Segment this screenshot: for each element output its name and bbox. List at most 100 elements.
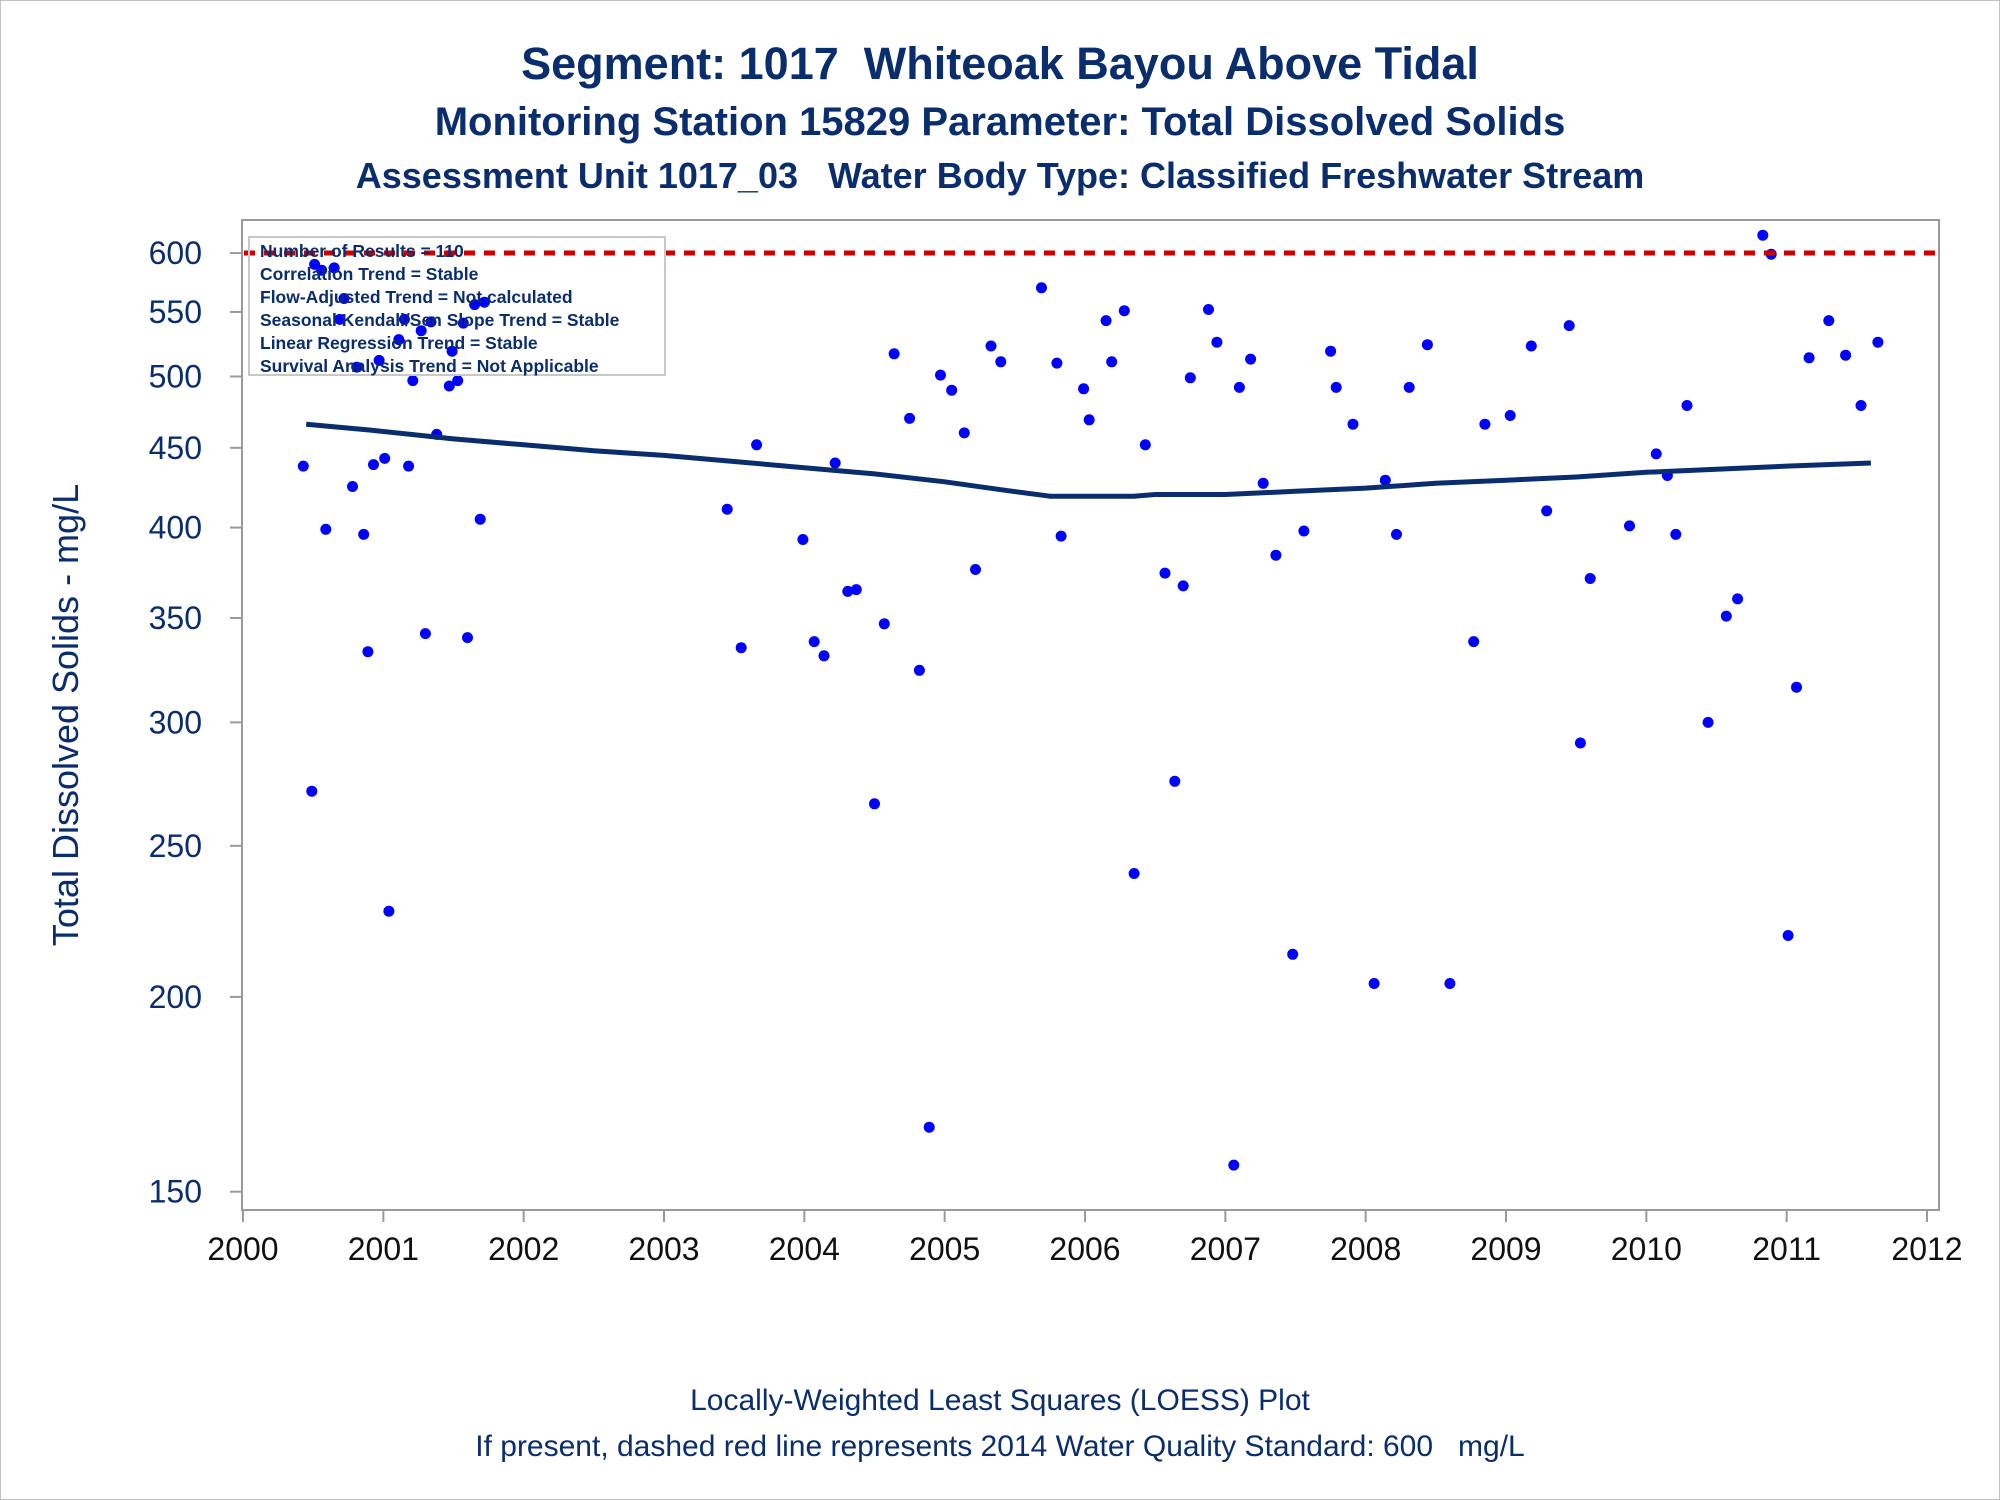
data-point	[1169, 775, 1181, 787]
x-tick-label: 2003	[628, 1231, 699, 1267]
data-point	[462, 632, 473, 644]
data-point	[1245, 353, 1257, 365]
data-point	[1100, 315, 1112, 327]
data-point	[1177, 580, 1189, 592]
data-point	[415, 325, 427, 337]
stat-number-of-results: Number of Results = 110	[260, 241, 464, 261]
data-point	[1203, 304, 1214, 315]
data-point	[946, 384, 958, 396]
x-tick-label: 2005	[909, 1231, 980, 1267]
data-point	[1391, 528, 1402, 540]
data-point	[1624, 520, 1635, 532]
data-point	[1403, 381, 1415, 393]
data-point	[1702, 716, 1714, 728]
x-tick-label: 2011	[1752, 1231, 1821, 1267]
data-point	[1118, 305, 1130, 317]
data-point	[383, 905, 395, 917]
y-tick-label: 350	[149, 600, 202, 636]
data-point	[347, 481, 358, 492]
data-point	[443, 380, 455, 392]
data-point	[334, 313, 346, 325]
data-point	[1504, 410, 1516, 421]
data-point	[1732, 593, 1744, 605]
y-tick-label: 450	[149, 430, 202, 466]
x-tick-label: 2004	[769, 1231, 840, 1267]
x-tick-label: 2008	[1330, 1231, 1401, 1267]
data-point	[1036, 282, 1047, 294]
data-point	[419, 628, 431, 640]
x-tick-label: 2006	[1049, 1231, 1120, 1267]
y-axis-label: Total Dissolved Solids - mg/L	[45, 484, 86, 946]
footnote-standard: If present, dashed red line represents 2…	[475, 1430, 1525, 1463]
data-point	[379, 452, 391, 464]
x-tick-label: 2000	[207, 1231, 278, 1267]
data-point	[808, 636, 820, 648]
x-tick-label: 2002	[488, 1231, 559, 1267]
footnote-loess: Locally-Weighted Least Squares (LOESS) P…	[690, 1384, 1310, 1417]
data-point	[1184, 372, 1196, 384]
data-point	[1270, 549, 1282, 561]
data-point	[1541, 505, 1553, 517]
data-point	[888, 348, 900, 360]
data-point	[1563, 320, 1575, 332]
data-point	[1128, 868, 1140, 879]
chart-subtitle-assessment: Assessment Unit 1017_03 Water Body Type:…	[355, 155, 1645, 196]
data-point	[1287, 948, 1299, 960]
data-point	[1379, 474, 1391, 486]
data-point	[1840, 349, 1852, 361]
data-point	[985, 340, 997, 352]
data-point	[306, 785, 318, 797]
data-point	[338, 293, 350, 304]
data-point	[904, 412, 916, 424]
data-point	[970, 564, 981, 575]
trend-statistics-box: Number of Results = 110 Correlation Tren…	[248, 236, 666, 376]
data-point	[1574, 737, 1586, 749]
data-point	[913, 664, 925, 676]
data-point	[393, 334, 405, 346]
data-point	[842, 585, 854, 597]
data-point	[1525, 340, 1537, 352]
data-point	[1650, 448, 1662, 460]
data-point	[373, 354, 385, 366]
stat-survival-analysis-trend: Survival Analysis Trend = Not Applicable	[260, 356, 599, 376]
data-point	[1368, 978, 1380, 989]
data-point	[1055, 530, 1067, 542]
data-point	[869, 798, 880, 810]
data-point	[1078, 383, 1090, 395]
data-point	[1298, 525, 1310, 537]
data-point	[850, 584, 862, 596]
data-point	[1791, 681, 1802, 693]
data-point	[328, 262, 340, 274]
data-point	[478, 296, 490, 308]
stat-correlation-trend: Correlation Trend = Stable	[260, 264, 479, 284]
data-point	[1228, 1159, 1240, 1171]
data-point	[316, 264, 328, 276]
data-point	[1159, 567, 1171, 579]
data-point	[1855, 400, 1867, 411]
data-point	[1757, 229, 1769, 241]
data-point	[1347, 418, 1359, 430]
data-point	[446, 345, 458, 357]
chart-title: Segment: 1017 Whiteoak Bayou Above Tidal	[521, 38, 1479, 89]
x-tick-label: 2001	[348, 1231, 419, 1267]
data-point	[1257, 477, 1269, 489]
data-point	[362, 646, 374, 658]
data-point	[1139, 439, 1151, 451]
data-point	[1106, 356, 1118, 368]
x-tick-label: 2007	[1190, 1231, 1261, 1267]
data-point	[1584, 573, 1596, 584]
data-point	[351, 361, 363, 373]
data-point	[1330, 381, 1342, 393]
plot-border	[241, 219, 1940, 1211]
stat-flow-adjusted-trend: Flow-Adjusted Trend = Not calculated	[260, 287, 573, 307]
data-point	[358, 528, 370, 540]
chart-subtitle-station: Monitoring Station 15829 Parameter: Tota…	[434, 100, 1566, 144]
y-tick-label: 600	[149, 235, 202, 271]
data-point	[368, 459, 379, 471]
data-point	[320, 523, 332, 535]
y-tick-label: 500	[149, 358, 202, 394]
data-point	[1872, 336, 1884, 348]
data-point	[1051, 357, 1063, 369]
data-point	[425, 316, 437, 328]
